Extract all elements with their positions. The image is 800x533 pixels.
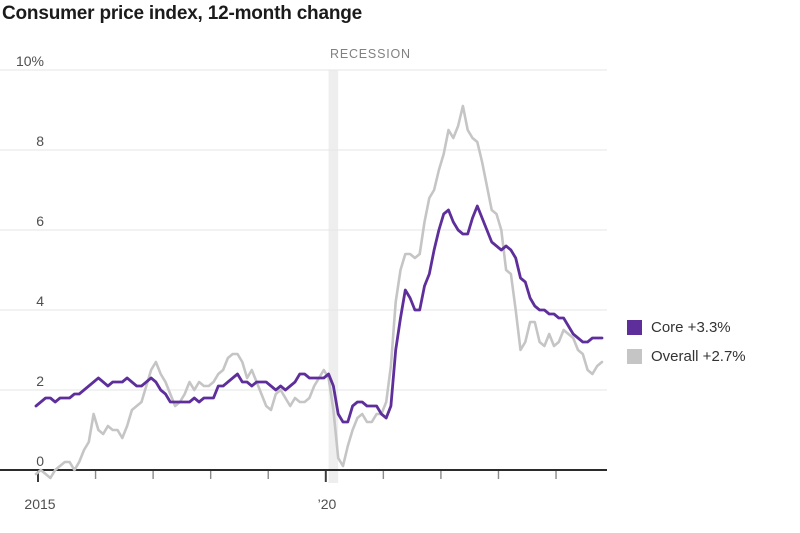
gridlines: [0, 69, 607, 391]
overall-legend-swatch: [627, 349, 642, 364]
recession-label: RECESSION: [330, 47, 411, 61]
x-axis-tick-marks: [37, 471, 557, 482]
chart-title: Consumer price index, 12-month change: [2, 3, 363, 24]
y-tick-label-10: 10%: [15, 53, 44, 69]
x-tick-label-2015: 2015: [24, 496, 56, 512]
legend: Core +3.3% Overall +2.7%: [627, 319, 746, 377]
core-legend-label: Core +3.3%: [651, 319, 731, 336]
y-tick-label-2: 2: [36, 373, 44, 389]
y-tick-label-4: 4: [36, 293, 44, 309]
y-tick-label-8: 8: [36, 133, 44, 149]
core-cpi-line: [34, 204, 604, 424]
y-tick-label-6: 6: [36, 213, 44, 229]
legend-item-core: Core +3.3%: [627, 319, 746, 336]
legend-item-overall: Overall +2.7%: [627, 348, 746, 365]
core-legend-swatch: [627, 320, 642, 335]
overall-legend-label: Overall +2.7%: [651, 348, 746, 365]
overall-cpi-line: [34, 104, 604, 480]
x-tick-label-2020: ’20: [317, 496, 337, 512]
recession-band: [328, 70, 339, 483]
y-tick-label-0: 0: [36, 453, 44, 469]
